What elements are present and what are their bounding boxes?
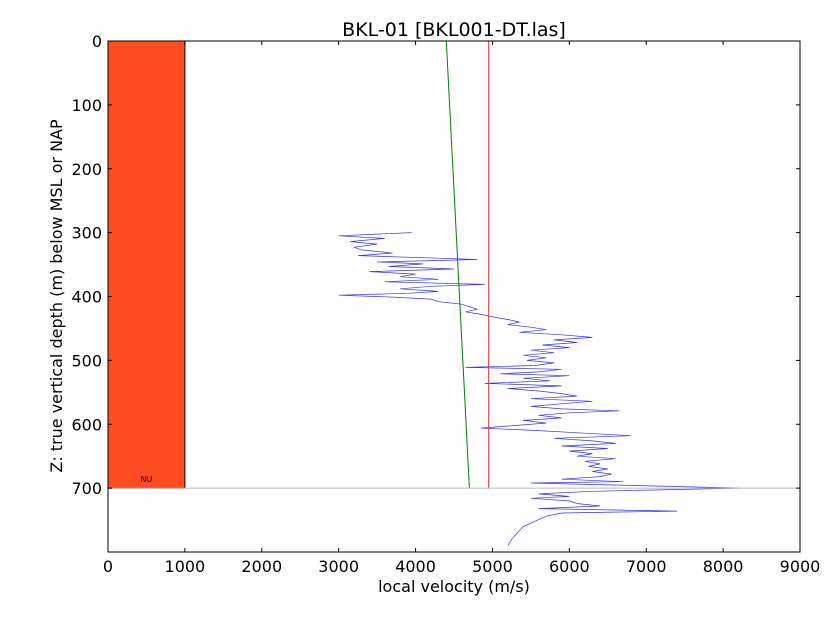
x-axis: 0 1000 2000 3000 4000 5000 6000 7000 8000 9000 [103, 41, 820, 576]
x-tick-label-3: 2000 [241, 557, 282, 576]
x-tick-label-4: 3000 [318, 557, 359, 576]
series-line-1 [338, 232, 743, 546]
y-tick-label-4: 300 [71, 224, 102, 243]
y-axis: 0 100 200 300 400 500 600 700 [71, 32, 800, 498]
x-tick-label-2: 1000 [165, 557, 206, 576]
x-tick-label-7: 6000 [549, 557, 590, 576]
y-tick-label-8: 700 [71, 479, 102, 498]
formation-block-label: NU [141, 475, 153, 484]
y-tick-label-6: 500 [71, 351, 102, 370]
plot-area: NU [107, 40, 801, 553]
series-line-2 [445, 41, 470, 489]
x-axis-label: local velocity (m/s) [378, 577, 530, 596]
x-tick-label-10: 9000 [780, 557, 821, 576]
x-tick-label-8: 7000 [626, 557, 667, 576]
y-tick-label-5: 400 [71, 288, 102, 307]
plot-frame [107, 40, 801, 553]
chart-title: BKL-01 [BKL001-DT.las] [342, 19, 566, 41]
formation-block-nu [107, 40, 186, 489]
x-tick-label-9: 8000 [703, 557, 744, 576]
x-tick-label-1: 0 [103, 557, 113, 576]
y-axis-label: Z: true vertical depth (m) below MSL or … [47, 119, 66, 473]
y-tick-label-7: 600 [71, 415, 102, 434]
y-tick-label-3: 200 [71, 160, 102, 179]
x-tick-label-6: 5000 [472, 557, 513, 576]
y-tick-label-2: 100 [71, 96, 102, 115]
x-tick-label-5: 4000 [395, 557, 436, 576]
y-tick-label-1: 0 [92, 32, 102, 51]
